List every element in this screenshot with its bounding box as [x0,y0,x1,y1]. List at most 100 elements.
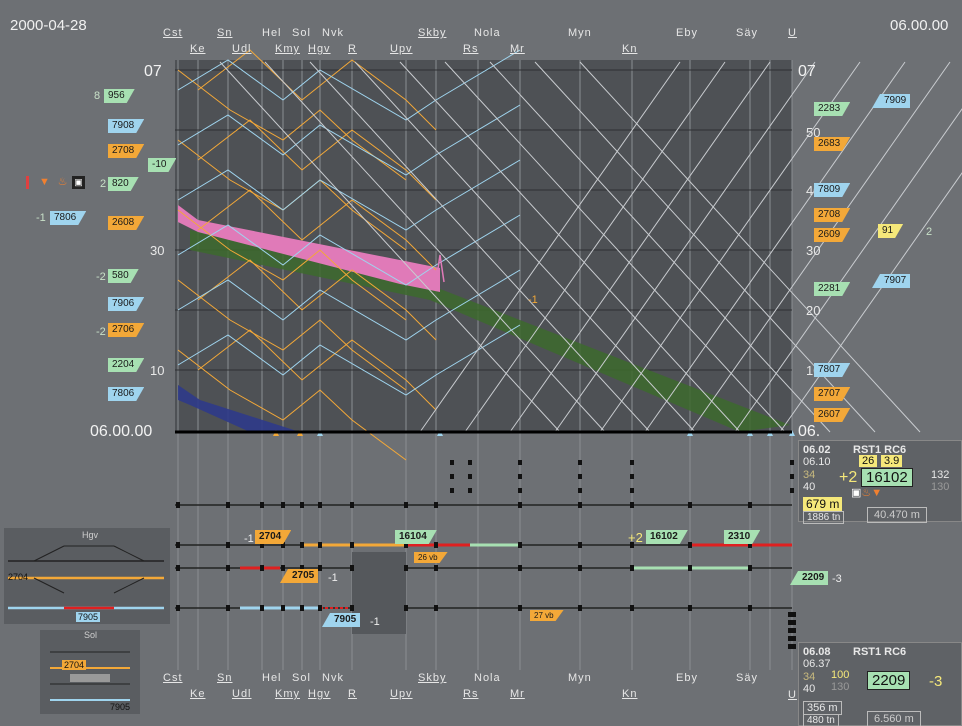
train-tag-7907[interactable]: 7907 [872,274,911,288]
station-r[interactable]: R [348,43,357,55]
train-tag-2608[interactable]: 2608 [108,216,144,230]
station-rs-bottom[interactable]: Rs [463,688,479,700]
train-tag-2281[interactable]: 2281 [814,282,850,296]
train-tag-2707[interactable]: 2707 [814,387,850,401]
track-train-2704[interactable]: 2704 [255,530,291,544]
train-tag-7809[interactable]: 7809 [814,183,850,197]
signal-node [404,502,408,508]
track-train-2310[interactable]: 2310 [724,530,760,544]
station-kn[interactable]: Kn [622,43,638,55]
station-cst[interactable]: Cst [163,27,183,39]
train-tag-7806[interactable]: 7806 [50,211,86,225]
train-path-orange [197,259,437,341]
station-say-bottom[interactable]: Säy [736,672,758,684]
train-tag-2706[interactable]: 2706 [108,323,144,337]
train-info-panel-bottom[interactable]: 06.08 06.37 RST1 RC6 34 40 100 130 2209 … [798,642,962,726]
warning-triangle-icon[interactable]: ▼ [39,176,50,188]
station-eby[interactable]: Eby [676,27,698,39]
station-myn[interactable]: Myn [568,27,592,39]
track-train-2209[interactable]: 2209 [790,571,829,585]
station-nvk-bottom[interactable]: Nvk [322,672,344,684]
station-upv[interactable]: Upv [390,43,413,55]
station-cst-bottom[interactable]: Cst [163,672,183,684]
track-train-2705[interactable]: 2705 [280,569,319,583]
signal-node [260,542,264,548]
train-tag-7906[interactable]: 7906 [108,297,144,311]
left-tag-offset: 2 [100,178,107,190]
info-num2: 40 [803,481,816,493]
station-hgv-bottom[interactable]: Hgv [308,688,331,700]
station-rs[interactable]: Rs [463,43,479,55]
station-kmy[interactable]: Kmy [275,43,300,55]
station-hel-bottom[interactable]: Hel [262,672,282,684]
station-nola[interactable]: Nola [474,27,501,39]
train-tag-2708-r[interactable]: 2708 [814,208,850,222]
signal-node [281,542,285,548]
station-kn-bottom[interactable]: Kn [622,688,638,700]
train-tag-2607[interactable]: 2607 [814,408,850,422]
station-panel-sol[interactable]: Sol 2704 7905 [40,630,140,714]
info-train-number[interactable]: 2209 [867,671,911,690]
station-nola-bottom[interactable]: Nola [474,672,501,684]
station-kmy-bottom[interactable]: Kmy [275,688,300,700]
train-tag-2204[interactable]: 2204 [108,358,144,372]
train-path-orange [197,329,437,411]
station-panel-hgv[interactable]: Hgv 2704 7905 [4,528,170,624]
station-myn-bottom[interactable]: Myn [568,672,592,684]
track-train-7905[interactable]: 7905 [322,613,361,627]
station-nvk[interactable]: Nvk [322,27,344,39]
train-path-blue [177,214,521,286]
train-tag-7908[interactable]: 7908 [108,119,144,133]
train-tag-2708[interactable]: 2708 [108,144,144,158]
signal-node [318,565,322,571]
station-r-bottom[interactable]: R [348,688,357,700]
train-tag-7806-b[interactable]: 7806 [108,387,144,401]
station-block [352,552,406,634]
train-tag-580[interactable]: 580 [108,269,139,283]
station-mr[interactable]: Mr [510,43,525,55]
train-tag-7807[interactable]: 7807 [814,363,850,377]
station-hgv[interactable]: Hgv [308,43,331,55]
station-sol[interactable]: Sol [292,27,311,39]
station-sol-bottom[interactable]: Sol [292,672,311,684]
station-udl[interactable]: Udl [232,43,252,55]
lock-icon: ▣ [851,487,862,499]
track-train-26vb[interactable]: 26 vb [414,552,448,563]
track-train-16104[interactable]: 16104 [395,530,437,544]
station-mr-bottom[interactable]: Mr [510,688,525,700]
signal-node [630,502,634,508]
train-tag-7909[interactable]: 7909 [872,94,911,108]
train-tag-820[interactable]: 820 [108,177,139,191]
station-skby-bottom[interactable]: Skby [418,672,447,684]
track-train-27vb[interactable]: 27 vb [530,610,564,621]
track-train-16102[interactable]: 16102 [646,530,688,544]
station-sn[interactable]: Sn [217,27,233,39]
station-eby-bottom[interactable]: Eby [676,672,698,684]
train-tag-956[interactable]: 956 [104,89,135,103]
fire-icon[interactable]: ♨ [57,176,68,188]
info-train-type: RST1 RC6 [853,646,907,658]
lock-icon[interactable]: ▣ [72,176,85,189]
station-u-bottom[interactable]: U [788,689,797,701]
train-tag-91[interactable]: 91 [878,224,903,238]
train-tag-2609[interactable]: 2609 [814,228,850,242]
train-tag-2683[interactable]: 2683 [814,137,850,151]
left-tag-offset: -1 [36,212,46,224]
train-info-panel-top[interactable]: 06.02 06.10 RST1 RC6 26 3.9 34 40 +2 161… [798,440,962,524]
station-u[interactable]: U [788,27,797,39]
station-ke-bottom[interactable]: Ke [190,688,206,700]
signal-node [518,474,522,479]
station-skby[interactable]: Skby [418,27,447,39]
train-tag-2283[interactable]: 2283 [814,102,850,116]
station-ke[interactable]: Ke [190,43,206,55]
station-sn-bottom[interactable]: Sn [217,672,233,684]
signal-node [226,542,230,548]
station-upv-bottom[interactable]: Upv [390,688,413,700]
station-hel[interactable]: Hel [262,27,282,39]
station-udl-bottom[interactable]: Udl [232,688,252,700]
train-tag-offset-10[interactable]: -10 [148,158,176,172]
info-num3: 132 [931,469,950,481]
info-train-number[interactable]: 16102 [861,468,913,487]
station-say[interactable]: Säy [736,27,758,39]
signal-node [518,565,522,571]
